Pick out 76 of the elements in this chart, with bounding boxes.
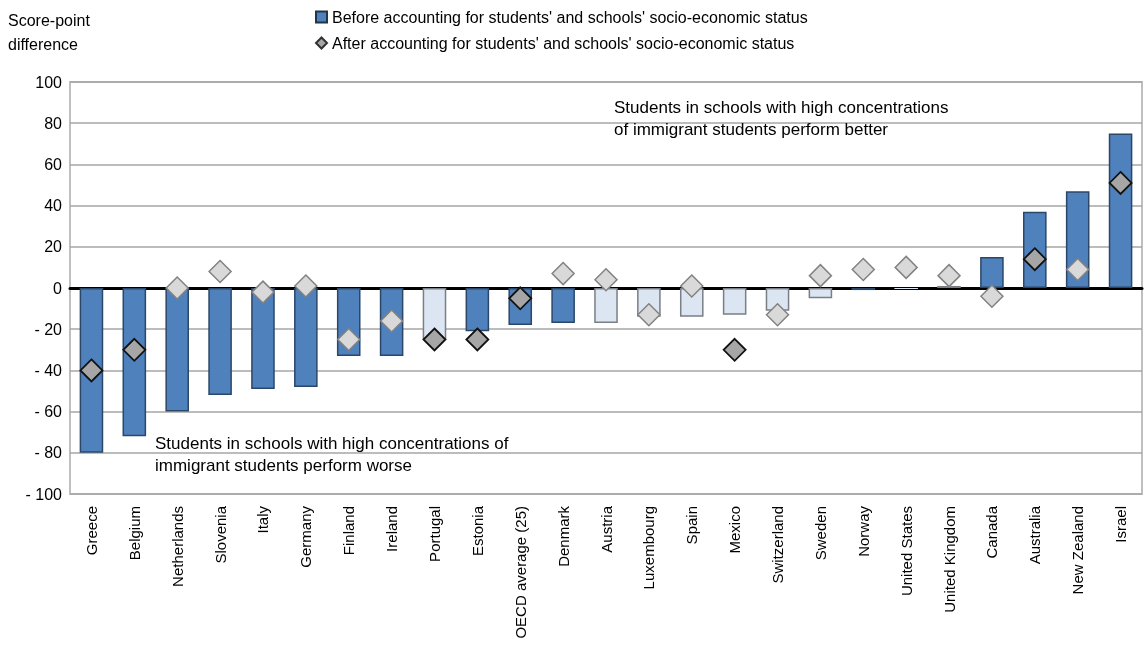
x-tick-label: New Zealand	[1069, 506, 1087, 595]
point	[208, 259, 232, 284]
x-tick-label: Spain	[683, 506, 701, 545]
y-tick-label: 100	[35, 73, 63, 91]
y-tick-label: - 100	[25, 485, 63, 503]
point	[680, 274, 704, 298]
x-tick-label: Portugal	[425, 506, 443, 562]
y-tick-label: 60	[44, 155, 63, 173]
x-tick-label: United Kingdom	[940, 506, 958, 613]
point	[1065, 257, 1090, 282]
point	[551, 261, 575, 286]
x-tick-label: Switzerland	[769, 506, 787, 584]
point	[808, 263, 833, 288]
point	[1108, 171, 1133, 195]
bar	[208, 288, 232, 396]
y-tick-label: - 20	[34, 320, 63, 338]
bar	[1108, 133, 1133, 288]
x-tick-label: Luxembourg	[640, 506, 658, 590]
annotation: Students in schools with high concentrations of immigrant students perform worse	[155, 433, 509, 475]
x-tick-label: Norway	[854, 505, 872, 557]
bar	[79, 288, 104, 453]
point	[937, 263, 961, 288]
point	[336, 327, 361, 352]
x-tick-label: Denmark	[554, 505, 572, 567]
bar	[165, 288, 189, 412]
x-tick-label: Belgium	[125, 506, 143, 561]
point	[79, 358, 104, 383]
point	[122, 337, 147, 362]
y-tick-label: 0	[53, 279, 63, 297]
point	[894, 255, 918, 280]
bar	[122, 288, 147, 437]
point	[465, 327, 490, 352]
y-tick-label: 40	[44, 197, 63, 215]
legend-label: After accounting for students' and schools' socio-economic status	[332, 34, 795, 52]
x-tick-label: United States	[897, 506, 915, 597]
x-tick-label: Slovenia	[211, 505, 229, 564]
point	[637, 303, 661, 327]
point	[722, 337, 747, 362]
point	[765, 303, 790, 327]
point	[980, 284, 1004, 308]
point	[379, 309, 404, 333]
point	[594, 268, 618, 292]
point	[251, 280, 275, 304]
x-tick-label: Australia	[1026, 505, 1044, 565]
x-tick-label: Canada	[983, 505, 1001, 559]
bar	[551, 288, 575, 324]
y-axis-title: Score-point difference	[8, 11, 91, 53]
point	[508, 286, 533, 311]
x-tick-label: Austria	[597, 505, 615, 553]
y-tick-label: 80	[44, 114, 63, 132]
x-tick-label: OECD average (25)	[511, 506, 529, 639]
bar	[980, 257, 1004, 288]
bar	[722, 288, 747, 315]
y-tick-label: 20	[44, 238, 63, 256]
y-tick-label: - 60	[34, 403, 63, 421]
point	[294, 274, 318, 298]
point	[1022, 247, 1047, 272]
y-tick-label: - 80	[34, 444, 63, 462]
x-tick-label: Netherlands	[168, 506, 186, 587]
x-tick-label: Ireland	[383, 506, 401, 552]
y-tick-label: - 40	[34, 361, 63, 379]
x-tick-label: Finland	[340, 506, 358, 556]
x-tick-label: Israel	[1112, 506, 1130, 543]
annotation: Students in schools with high concentrations of immigrant students perform better	[614, 97, 949, 139]
legend-label: Before accounting for students' and schools' socio-economic status	[332, 8, 808, 26]
point	[422, 327, 447, 352]
point	[165, 276, 189, 300]
bar	[465, 288, 490, 332]
x-tick-label: Greece	[82, 506, 100, 556]
x-tick-label: Mexico	[726, 506, 744, 554]
x-tick-label: Germany	[297, 505, 315, 568]
x-tick-label: Estonia	[468, 505, 486, 557]
x-tick-label: Sweden	[811, 506, 829, 561]
bar	[294, 288, 318, 387]
x-tick-label: Italy	[254, 505, 272, 534]
point	[851, 257, 876, 282]
